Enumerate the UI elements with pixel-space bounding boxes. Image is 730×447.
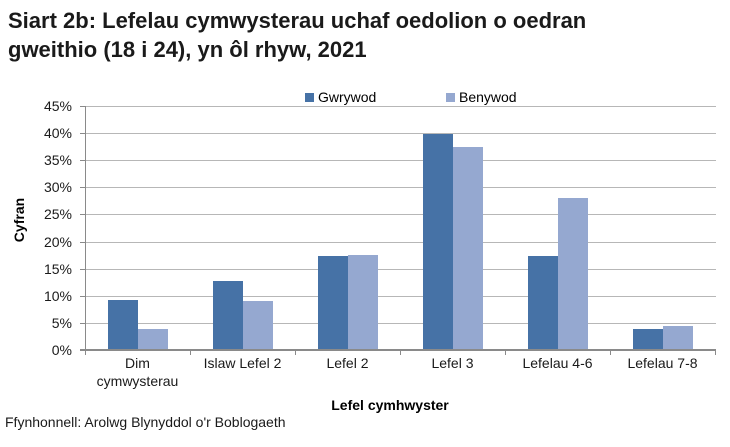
- x-axis-title: Lefel cymhwyster: [331, 397, 449, 413]
- gridline: [85, 106, 716, 107]
- y-tick-label: 35%: [43, 152, 72, 169]
- x-axis-line: [80, 349, 716, 351]
- bar-gwrywod: [528, 256, 558, 350]
- source-note: Ffynhonnell: Arolwg Blynyddol o'r Boblog…: [5, 414, 286, 430]
- y-tick: [80, 106, 85, 107]
- legend-item-benywod: Benywod: [446, 88, 517, 106]
- x-category-label: Lefel 3: [431, 355, 474, 371]
- legend-label: Benywod: [459, 89, 517, 105]
- x-tick: [715, 350, 716, 355]
- x-tick: [400, 350, 401, 355]
- bar-benywod: [243, 301, 273, 350]
- bar-gwrywod: [318, 256, 348, 350]
- x-tick: [610, 350, 611, 355]
- y-tick-label: 30%: [43, 179, 72, 196]
- y-tick: [80, 160, 85, 162]
- y-tick: [80, 241, 85, 243]
- gridline: [85, 268, 716, 270]
- y-tick-label: 40%: [43, 125, 72, 142]
- chart-title-line-2: gweithio (18 i 24), yn ôl rhyw, 2021: [8, 37, 367, 62]
- gridline: [85, 187, 716, 189]
- bar-benywod: [348, 255, 378, 350]
- bar-gwrywod: [108, 299, 138, 350]
- x-tick: [190, 350, 191, 355]
- plot-area: [85, 106, 716, 350]
- x-category-label: Lefelau 7-8: [627, 355, 698, 371]
- bar-gwrywod: [423, 134, 453, 350]
- chart-title-line-1: Siart 2b: Lefelau cymwysterau uchaf oedo…: [8, 8, 587, 33]
- y-tick: [80, 214, 85, 216]
- chart-legend: Gwrywod Benywod: [0, 88, 730, 106]
- bar-benywod: [453, 147, 483, 350]
- y-tick: [80, 295, 85, 297]
- chart-title: Siart 2b: Lefelau cymwysterau uchaf oedo…: [8, 6, 728, 64]
- x-category-label: Lefelau 4-6: [522, 355, 593, 371]
- x-category-label: Lefel 2: [326, 355, 369, 371]
- gridline: [85, 160, 716, 162]
- gridline: [85, 295, 716, 297]
- y-tick: [80, 187, 85, 189]
- y-tick-label: 10%: [43, 287, 72, 304]
- legend-item-gwrywod: Gwrywod: [305, 88, 376, 106]
- x-category-label: Dim cymwysterau: [96, 355, 179, 389]
- gridline: [85, 241, 716, 243]
- bar-benywod: [138, 329, 168, 350]
- y-tick-label: 0%: [51, 342, 72, 358]
- gridline: [85, 214, 716, 216]
- bar-gwrywod: [633, 329, 663, 350]
- x-tick: [295, 350, 296, 355]
- bar-gwrywod: [213, 281, 243, 350]
- x-tick: [505, 350, 506, 355]
- gridline: [85, 133, 716, 135]
- y-tick-label: 15%: [43, 260, 72, 277]
- y-tick-label: 45%: [43, 98, 72, 114]
- bar-benywod: [558, 198, 588, 350]
- bar-benywod: [663, 326, 693, 350]
- y-tick-label: 20%: [43, 233, 72, 250]
- legend-swatch-icon: [305, 92, 314, 102]
- y-tick: [80, 268, 85, 270]
- y-tick: [80, 322, 85, 324]
- legend-swatch-icon: [446, 92, 455, 102]
- y-axis-line: [85, 106, 86, 350]
- y-tick: [80, 133, 85, 135]
- x-tick: [85, 350, 86, 355]
- x-category-label: Islaw Lefel 2: [203, 355, 282, 371]
- gridline: [85, 322, 716, 324]
- y-tick-label: 25%: [43, 206, 72, 223]
- legend-label: Gwrywod: [318, 89, 377, 105]
- y-tick-label: 5%: [51, 314, 72, 331]
